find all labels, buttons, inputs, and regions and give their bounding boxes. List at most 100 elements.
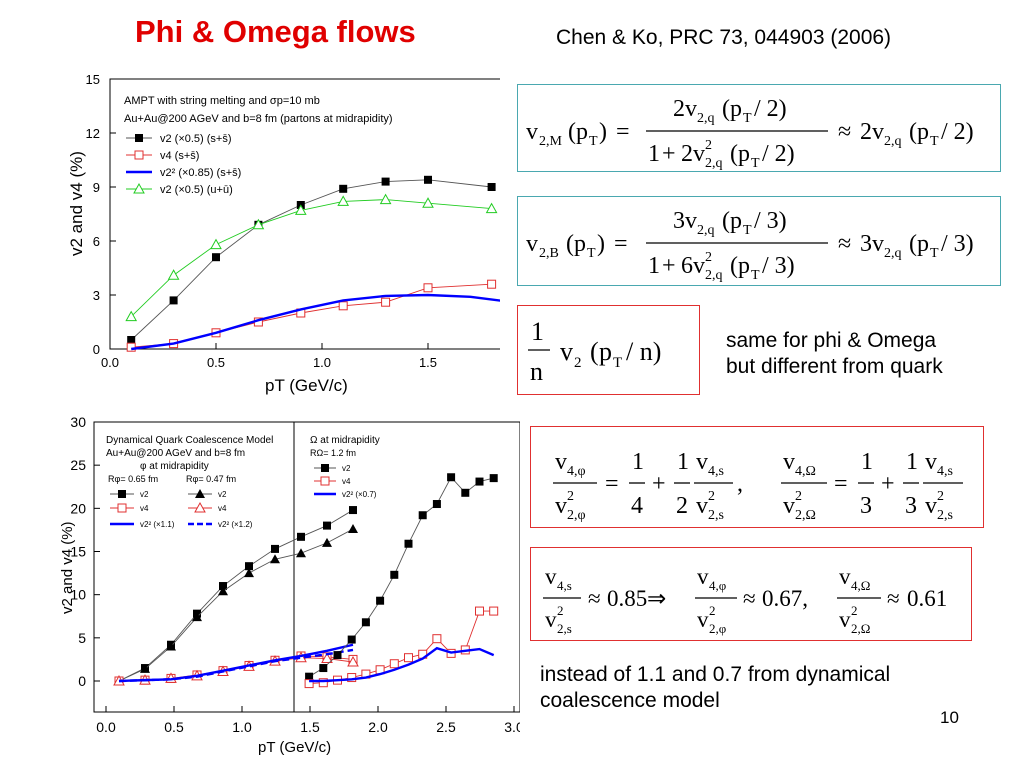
- chart2-legend-label-4: v2² (×1.1): [140, 520, 175, 529]
- chart1-series-1-point-7: [423, 283, 433, 293]
- eq1-lhs-T: T: [589, 134, 598, 149]
- chart2-right-series-0-point-7: [404, 539, 413, 548]
- chart1-xtick-label-3: 1.5: [419, 355, 437, 370]
- eq4-phi-s-num-v: v: [696, 449, 708, 475]
- eq2-num-sub: 2,q: [697, 223, 715, 238]
- eq4-om-s-num-sub: 4,s: [937, 464, 953, 479]
- eq4-phi-h-den: 2: [676, 493, 688, 519]
- chart2-right-series-0-point-3: [347, 635, 356, 644]
- chart2-legend-marker-1: [195, 489, 205, 498]
- chart2-legend-line1: Dynamical Quark Coalescence Model: [106, 435, 273, 446]
- eq2-rhs-lp: (: [909, 231, 917, 257]
- chart2-left-series-3-point-8: [321, 652, 333, 664]
- chart2-legend-line3: φ at midrapidity: [140, 461, 209, 472]
- chart2-ytick-label-0: 0: [78, 673, 86, 689]
- chart2-xlabel: pT (GeV/c): [258, 739, 331, 756]
- eq1-rhs-lp: (: [909, 119, 917, 145]
- chart2-left-series-1-point-1: [140, 663, 150, 673]
- eq2-lhs-rp: ): [597, 231, 605, 257]
- chart1-series-0-point-5: [339, 184, 348, 193]
- chart2-right-series-1-point-7: [404, 653, 413, 663]
- eq4-phi-den-sup: 2: [567, 489, 574, 504]
- chart2-ytick-label-5: 25: [70, 457, 86, 473]
- eq4-comma: ,: [737, 471, 743, 497]
- eq1-den-v: v: [693, 141, 705, 167]
- eq5-phi-den-v: v: [697, 607, 709, 632]
- chart1-legend-label-2: v2² (×0.85) (s+s̄): [160, 167, 241, 179]
- scaling-equation-box: 1 n v 2 ( p T / n): [517, 305, 700, 395]
- chart2-right-series-0-point-5: [376, 596, 385, 605]
- chart2-legend-label-5: v2² (×1.2): [218, 520, 253, 529]
- eq2-lhs-T: T: [587, 246, 596, 261]
- chart2-omega-legend-marker-1: [320, 476, 330, 486]
- chart2-left-series-0-line: [118, 509, 354, 682]
- eq1-lhs-lp: (: [568, 119, 576, 145]
- chart2-ticks: 0 5 10 15 20 25 30 0.0 0.5 1.0 1.5 2.0 2.5 3.0: [70, 414, 520, 735]
- chart1-xtick-label-0: 0.0: [101, 355, 119, 370]
- eq4-phi-s-den-sup: 2: [708, 489, 715, 504]
- eq4-om-den-sup: 2: [795, 489, 802, 504]
- eq4-phi-s-num-sub: 4,s: [708, 464, 724, 479]
- eq1-rhs-arg: / 2): [941, 119, 974, 145]
- eq1-num-2: 2: [673, 96, 685, 122]
- chart2-xtick-label-1: 0.5: [164, 719, 184, 735]
- chart1-legend-marker-3: [133, 182, 145, 194]
- eq1-approx: ≈: [838, 119, 851, 145]
- chart2-left-series-0-point-6: [271, 544, 279, 553]
- chart2-left-series-1-line: [118, 528, 354, 682]
- chart1-series-0-point-1: [169, 296, 178, 305]
- eq2-lhs-v: v: [526, 231, 538, 257]
- eq4-phi-plus: +: [652, 471, 666, 497]
- chart2-legend-omega1: Ω at midrapidity: [310, 435, 380, 446]
- chart2-xtick-label-0: 0.0: [96, 719, 116, 735]
- chart2-series: [113, 473, 499, 689]
- eq2-den-plus: +: [662, 253, 676, 279]
- chart1-series-3-point-6: [379, 193, 392, 205]
- chart2-right-series-1-point-12: [475, 606, 484, 616]
- chart2-right-series-2-line: [309, 646, 495, 683]
- eq1-den-T: T: [751, 156, 760, 171]
- chart2-right-series-1-point-0: [304, 679, 314, 689]
- chart2-legend-marker-3: [194, 501, 206, 513]
- chart1-series-0-point-8: [487, 183, 496, 191]
- eq5-phi-den-sup: 2: [709, 603, 716, 618]
- eq1-lhs-v: v: [526, 119, 538, 145]
- chart2-left-series-0-point-8: [323, 521, 331, 530]
- chart1-series-1-point-5: [338, 301, 348, 311]
- chart2-right-series-0-point-2: [333, 651, 342, 660]
- chart1-legend-line1: AMPT with string melting and σp=10 mb: [124, 95, 320, 107]
- eq5-s-num-v: v: [545, 564, 557, 589]
- chart2-omega-legend-label-1: v4: [342, 477, 351, 486]
- chart1-ytick-label-2: 6: [93, 234, 100, 249]
- eq2-lhs-sub: 2,B: [539, 246, 559, 261]
- eq2-num-T: T: [743, 223, 752, 238]
- chart2-right-series-1-point-1: [318, 678, 328, 688]
- v4-ratio-equation-box: v 4,φ v 2 2,φ = 1 4 + 1 2 v 4,s v 2 2,s …: [530, 426, 984, 528]
- eq1-den-sub: 2,q: [705, 156, 723, 171]
- chart1-series-3-point-4: [294, 204, 307, 215]
- eq1-num-p: p: [730, 96, 742, 122]
- chart1-legend-label-1: v4 (s+s̄): [160, 150, 199, 162]
- chart2-legend-r065: Rφ= 0.65 fm: [108, 474, 158, 484]
- eq5-s-den-sup: 2: [557, 603, 564, 618]
- model-note-line2: coalescence model: [540, 689, 720, 712]
- chart1-series-3-point-2: [210, 238, 222, 250]
- eq3-T: T: [613, 355, 622, 371]
- eq5-s-den-v: v: [545, 607, 557, 632]
- eq2-den-v: v: [693, 253, 705, 279]
- chart2-right-series-1-point-13: [489, 606, 499, 616]
- eq4-phi-h-num: 1: [677, 449, 689, 475]
- eq5-phi-den-sub: 2,φ: [709, 621, 726, 636]
- eq2-den-lp: (: [730, 253, 738, 279]
- eq1-den-1: 1: [648, 141, 660, 167]
- baryon-equation-box: v 2,B ( p T ) = 3 v 2,q ( p T / 3) 1 + 1…: [517, 196, 1001, 286]
- chart1-xlabel: pT (GeV/c): [265, 376, 348, 395]
- eq5-approx1: ≈: [588, 586, 601, 611]
- chart2-right-series-0-point-1: [319, 664, 328, 673]
- eq3-num-1: 1: [531, 317, 544, 346]
- chart1-legend-marker-1: [134, 150, 144, 160]
- v4-ratio-equation: v 4,φ v 2 2,φ = 1 4 + 1 2 v 4,s v 2 2,s …: [553, 449, 963, 523]
- eq1-den-2: 2: [681, 141, 693, 167]
- chart2-legend-label-3: v4: [218, 504, 227, 513]
- chart1-legend-marker-0: [135, 134, 143, 142]
